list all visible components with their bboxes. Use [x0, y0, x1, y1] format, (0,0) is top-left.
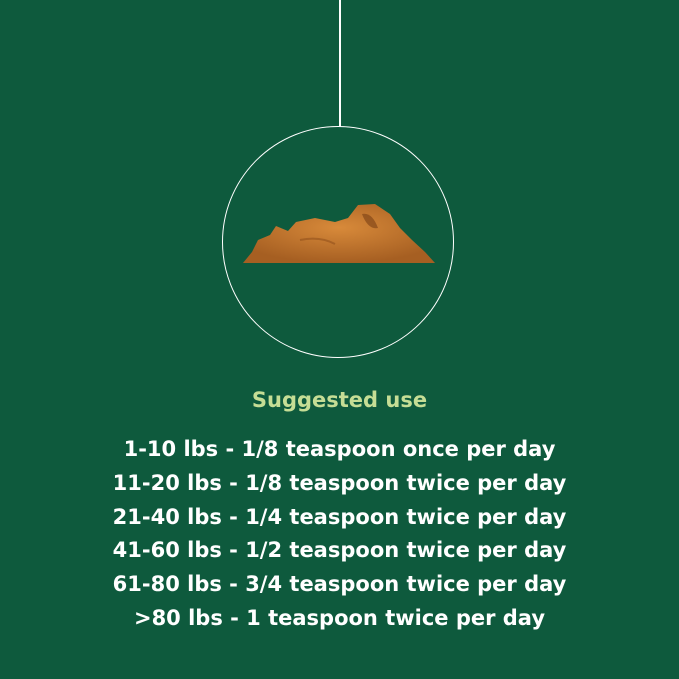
suggested-use-title: Suggested use — [251, 388, 428, 412]
powder-pile-icon — [243, 204, 435, 263]
dosage-item: >80 lbs - 1 teaspoon twice per day — [133, 605, 546, 630]
dosage-item: 61-80 lbs - 3/4 teaspoon twice per day — [112, 572, 567, 597]
dosage-list: 1-10 lbs - 1/8 teaspoon once per day 11-… — [0, 433, 679, 636]
dosage-item: 1-10 lbs - 1/8 teaspoon once per day — [123, 437, 556, 461]
hanging-line — [339, 0, 341, 127]
dosage-item: 11-20 lbs - 1/8 teaspoon twice per day — [112, 470, 567, 495]
dosage-item: 41-60 lbs - 1/2 teaspoon twice per day — [112, 538, 567, 563]
dosage-item: 21-40 lbs - 1/4 teaspoon twice per day — [112, 504, 567, 529]
product-circle-frame — [222, 126, 454, 358]
